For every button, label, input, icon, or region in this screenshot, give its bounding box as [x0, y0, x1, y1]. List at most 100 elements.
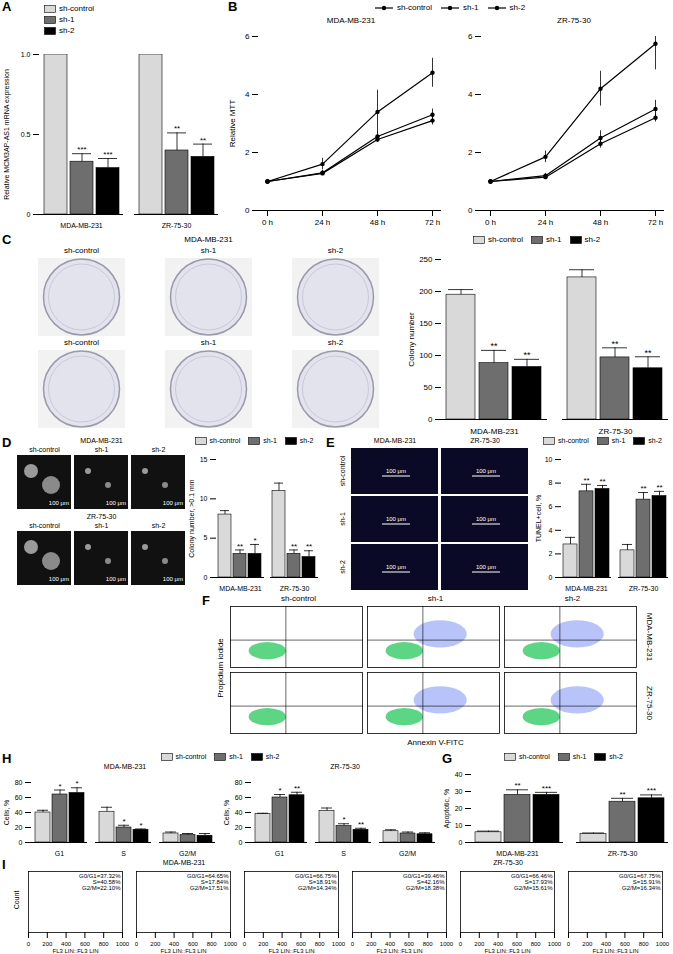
svg-text:**: **	[619, 790, 625, 799]
svg-text:800: 800	[531, 941, 542, 947]
svg-text:50: 50	[424, 383, 433, 392]
svg-text:0: 0	[27, 941, 31, 947]
svg-text:S: S	[121, 850, 126, 857]
svg-text:FL3 LIN::FL3 LIN: FL3 LIN::FL3 LIN	[160, 948, 206, 954]
svg-text:1000: 1000	[548, 941, 562, 947]
svg-text:400: 400	[493, 941, 504, 947]
svg-text:***: ***	[647, 786, 656, 795]
svg-text:G0/G1=39.46%S=42.16%G2/M=18.38: G0/G1=39.46%S=42.16%G2/M=18.38%	[403, 873, 445, 891]
svg-text:0: 0	[204, 574, 208, 581]
svg-text:FL3 LIN::FL3 LIN: FL3 LIN::FL3 LIN	[268, 948, 314, 954]
svg-text:Relative MTT: Relative MTT	[228, 100, 237, 148]
svg-text:0 h: 0 h	[485, 218, 496, 227]
svg-text:80: 80	[15, 779, 23, 786]
svg-text:100 μm: 100 μm	[106, 500, 126, 506]
svg-text:*: *	[122, 817, 125, 826]
svg-text:100 μm: 100 μm	[476, 516, 496, 522]
svg-text:250: 250	[419, 255, 433, 264]
svg-text:400: 400	[169, 941, 180, 947]
svg-text:0: 0	[19, 839, 23, 846]
svg-text:1000: 1000	[332, 941, 346, 947]
svg-text:400: 400	[601, 941, 612, 947]
svg-text:2: 2	[468, 148, 473, 157]
svg-text:0: 0	[459, 839, 463, 846]
svg-text:0: 0	[239, 839, 243, 846]
svg-text:4: 4	[549, 527, 553, 534]
svg-text:24 h: 24 h	[538, 218, 554, 227]
svg-text:**: **	[306, 542, 312, 551]
svg-text:0 h: 0 h	[262, 218, 273, 227]
svg-text:G0/G1=64.65%S=17.84%G2/M=17.51: G0/G1=64.65%S=17.84%G2/M=17.51%	[187, 873, 229, 891]
svg-text:400: 400	[385, 941, 396, 947]
svg-text:**: **	[291, 542, 297, 551]
svg-text:800: 800	[639, 941, 650, 947]
svg-text:**: **	[611, 339, 619, 349]
svg-text:100 μm: 100 μm	[386, 564, 406, 570]
svg-text:4: 4	[245, 90, 250, 99]
svg-text:30: 30	[455, 788, 463, 795]
svg-text:ZR-75-30: ZR-75-30	[162, 222, 192, 229]
svg-text:ZR-75-30: ZR-75-30	[629, 585, 659, 592]
svg-text:0: 0	[351, 941, 355, 947]
svg-text:60: 60	[15, 794, 23, 801]
svg-text:48 h: 48 h	[370, 218, 386, 227]
svg-text:100 μm: 100 μm	[386, 468, 406, 474]
svg-text:*: *	[253, 536, 256, 545]
svg-text:40: 40	[455, 771, 463, 778]
svg-text:1000: 1000	[224, 941, 238, 947]
svg-text:600: 600	[188, 941, 199, 947]
svg-text:*: *	[75, 779, 78, 788]
svg-text:G0/G1=66.75%S=18.91%G2/M=14.34: G0/G1=66.75%S=18.91%G2/M=14.34%	[295, 873, 337, 891]
svg-text:G2/M: G2/M	[399, 850, 416, 857]
svg-text:**: **	[523, 350, 531, 360]
svg-text:1000: 1000	[656, 941, 670, 947]
svg-text:Apoptotic, %: Apoptotic, %	[443, 789, 451, 828]
svg-text:100 μm: 100 μm	[476, 468, 496, 474]
svg-text:S: S	[341, 850, 346, 857]
svg-text:*: *	[342, 815, 345, 824]
svg-text:800: 800	[315, 941, 326, 947]
svg-text:ZR-75-30: ZR-75-30	[599, 427, 633, 436]
svg-text:20: 20	[15, 824, 23, 831]
svg-text:600: 600	[80, 941, 91, 947]
svg-text:*: *	[139, 821, 142, 830]
svg-text:0: 0	[549, 574, 553, 581]
svg-text:100 μm: 100 μm	[476, 564, 496, 570]
svg-text:MDA-MB-231: MDA-MB-231	[219, 585, 262, 592]
svg-text:800: 800	[207, 941, 218, 947]
svg-text:100: 100	[419, 351, 433, 360]
svg-text:5: 5	[204, 534, 208, 541]
svg-text:***: ***	[77, 145, 86, 154]
svg-text:FL3 LIN::FL3 LIN: FL3 LIN::FL3 LIN	[52, 948, 98, 954]
svg-text:200: 200	[474, 941, 485, 947]
svg-text:200: 200	[419, 287, 433, 296]
svg-text:1.0: 1.0	[21, 51, 31, 58]
svg-text:G1: G1	[275, 850, 284, 857]
svg-text:200: 200	[582, 941, 593, 947]
svg-text:Relative MCM3AP-AS1 mRNA expre: Relative MCM3AP-AS1 mRNA expression	[3, 69, 11, 200]
svg-text:G1: G1	[55, 850, 64, 857]
svg-text:Cells, %: Cells, %	[223, 800, 230, 826]
svg-text:ZR-75-30: ZR-75-30	[608, 850, 638, 857]
svg-text:4: 4	[468, 90, 473, 99]
svg-text:2: 2	[245, 148, 250, 157]
svg-text:80: 80	[235, 779, 243, 786]
svg-text:TUNEL+cell, %: TUNEL+cell, %	[535, 495, 542, 543]
svg-text:G0/G1=66.46%S=17.93%G2/M=15.61: G0/G1=66.46%S=17.93%G2/M=15.61%	[511, 873, 553, 891]
svg-text:FL3 LIN::FL3 LIN: FL3 LIN::FL3 LIN	[592, 948, 638, 954]
svg-text:ZR-75-30: ZR-75-30	[280, 585, 310, 592]
svg-text:6: 6	[468, 32, 473, 41]
svg-text:**: **	[514, 781, 520, 790]
svg-text:**: **	[599, 477, 605, 486]
svg-text:20: 20	[455, 805, 463, 812]
svg-text:0: 0	[567, 941, 571, 947]
svg-text:400: 400	[61, 941, 72, 947]
svg-text:**: **	[237, 542, 243, 551]
svg-text:800: 800	[423, 941, 434, 947]
svg-text:Cells, %: Cells, %	[3, 800, 10, 826]
svg-text:0: 0	[245, 206, 250, 215]
svg-text:600: 600	[620, 941, 631, 947]
svg-text:G0/G1=37.32%S=40.58%G2/M=22.10: G0/G1=37.32%S=40.58%G2/M=22.10%	[79, 873, 121, 891]
svg-text:1000: 1000	[440, 941, 454, 947]
svg-text:24 h: 24 h	[315, 218, 331, 227]
